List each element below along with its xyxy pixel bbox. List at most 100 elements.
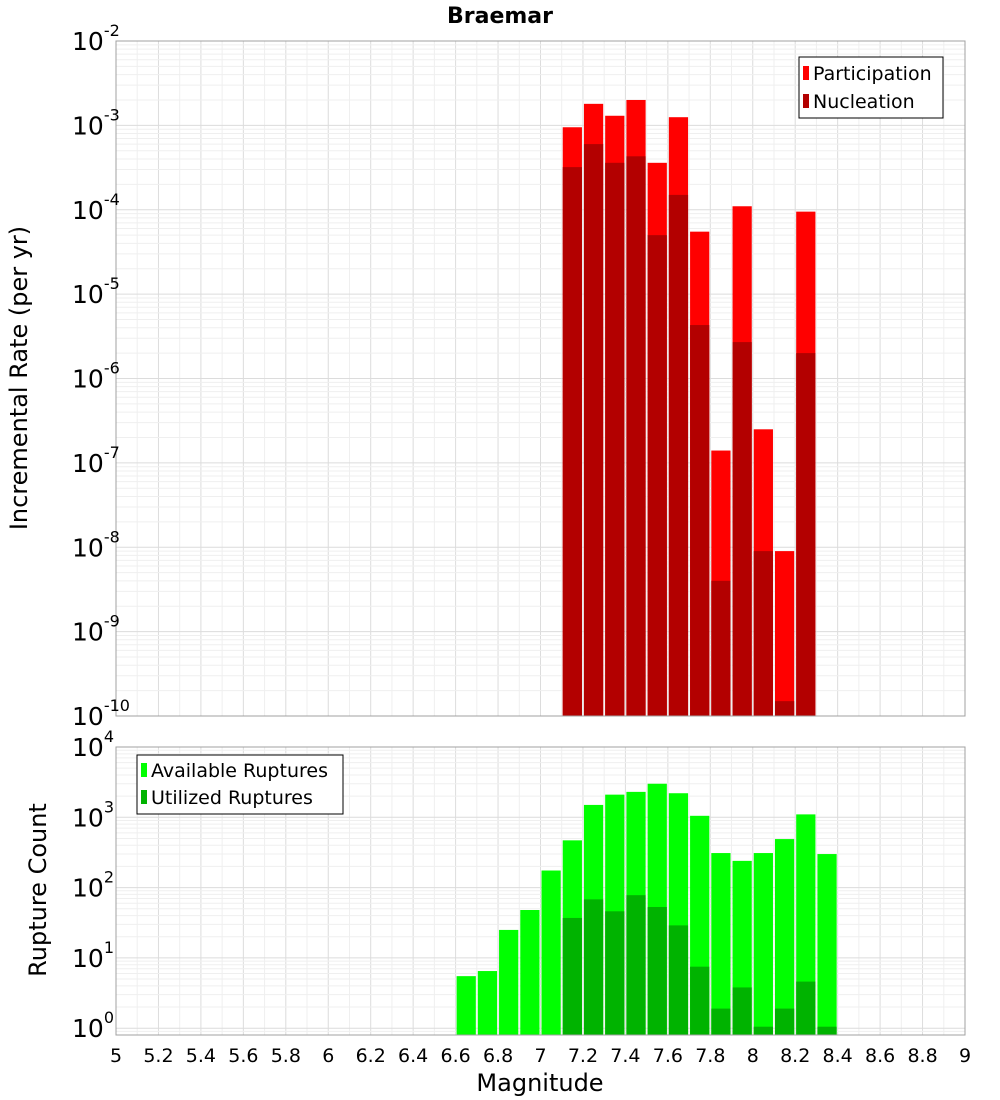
y-tick-base: 10 (72, 944, 104, 973)
x-tick-label: 9 (959, 1045, 971, 1067)
y-tick-label: 10-10 (72, 696, 130, 731)
bar-available-ruptures (796, 814, 816, 1035)
bar-available-ruptures (477, 971, 498, 1035)
y-tick-label: 101 (72, 938, 114, 973)
bar-utilized-ruptures (668, 925, 689, 1035)
y-tick-exponent: -10 (104, 696, 130, 715)
bar-available-ruptures (817, 854, 837, 1035)
x-tick-label: 8.4 (823, 1045, 853, 1067)
bottom-y-axis-label: Rupture Count (24, 803, 52, 977)
x-tick-label: 6.6 (440, 1045, 470, 1067)
x-tick-label: 5 (110, 1045, 122, 1067)
legend-label: Nucleation (813, 91, 915, 113)
bar-utilized-ruptures (605, 911, 625, 1035)
x-tick-label: 5.8 (271, 1045, 301, 1067)
bar-nucleation (647, 235, 667, 716)
bar-utilized-ruptures (690, 966, 710, 1035)
y-tick-exponent: 3 (104, 797, 114, 816)
bar-utilized-ruptures (562, 917, 582, 1035)
bar-nucleation (626, 156, 646, 717)
y-tick-label: 103 (72, 797, 114, 832)
bar-utilized-ruptures (774, 1008, 795, 1035)
bar-utilized-ruptures (583, 899, 604, 1035)
bar-nucleation (690, 325, 710, 716)
bar-nucleation (732, 342, 752, 716)
y-tick-exponent: 2 (104, 868, 114, 887)
y-tick-label: 102 (72, 868, 114, 903)
legend-swatch (141, 790, 147, 804)
y-tick-base: 10 (72, 702, 104, 731)
x-tick-label: 8 (747, 1045, 759, 1067)
x-tick-label: 6.2 (356, 1045, 386, 1067)
legend-label: Available Ruptures (151, 760, 328, 782)
bar-utilized-ruptures (732, 987, 752, 1035)
bar-nucleation (753, 551, 773, 716)
x-tick-label: 8.2 (780, 1045, 810, 1067)
legend-swatch (141, 763, 147, 777)
x-tick-label: 8.6 (865, 1045, 895, 1067)
legend: Available Ruptures Utilized Ruptures (136, 754, 344, 815)
bar-nucleation (774, 701, 795, 716)
legend-swatch (803, 94, 809, 108)
y-tick-base: 10 (72, 449, 104, 478)
legend-box (136, 754, 344, 815)
x-tick-label: 8.8 (907, 1045, 937, 1067)
bar-available-ruptures (541, 870, 561, 1035)
plot-border (115, 40, 966, 717)
bar-available-ruptures (753, 853, 773, 1035)
y-tick-exponent: 1 (104, 938, 114, 957)
y-tick-exponent: -9 (104, 612, 120, 631)
legend-label: Utilized Ruptures (151, 787, 313, 809)
y-tick-base: 10 (72, 533, 104, 562)
y-tick-exponent: -2 (104, 21, 120, 40)
y-tick-label: 10-3 (72, 105, 120, 140)
bar-nucleation (605, 162, 625, 716)
y-tick-base: 10 (72, 196, 104, 225)
y-tick-exponent: 4 (104, 727, 114, 746)
y-tick-exponent: -7 (104, 443, 120, 462)
bar-available-ruptures (711, 853, 731, 1035)
legend-label: Participation (813, 63, 932, 85)
y-tick-label: 100 (72, 1008, 114, 1043)
x-tick-label: 7.8 (695, 1045, 725, 1067)
bar-nucleation (562, 167, 582, 716)
bar-utilized-ruptures (711, 1008, 731, 1035)
y-tick-exponent: -5 (104, 274, 120, 293)
y-tick-exponent: -8 (104, 527, 120, 546)
y-tick-base: 10 (72, 874, 104, 903)
x-tick-label: 6.8 (483, 1045, 513, 1067)
x-tick-label: 6.4 (398, 1045, 428, 1067)
y-tick-label: 10-2 (72, 21, 120, 56)
y-tick-label: 10-5 (72, 274, 120, 309)
y-tick-base: 10 (72, 365, 104, 394)
x-tick-label: 7.2 (568, 1045, 598, 1067)
legend-swatch (803, 66, 809, 80)
bar-nucleation (668, 194, 689, 716)
bars (562, 99, 816, 717)
bar-available-ruptures (774, 839, 795, 1035)
y-tick-base: 10 (72, 1014, 104, 1043)
bar-available-ruptures (499, 929, 519, 1035)
x-tick-label: 7.4 (610, 1045, 640, 1067)
x-tick-label: 6 (322, 1045, 334, 1067)
y-tick-exponent: 0 (104, 1008, 114, 1027)
y-tick-label: 10-8 (72, 527, 120, 562)
legend: Participation Nucleation (798, 56, 944, 119)
x-axis-label: Magnitude (476, 1069, 603, 1097)
y-tick-base: 10 (72, 618, 104, 647)
grid (115, 40, 966, 717)
y-tick-base: 10 (72, 280, 104, 309)
bar-nucleation (796, 353, 816, 716)
chart-title: Braemar (447, 4, 553, 29)
y-tick-label: 10-4 (72, 190, 120, 225)
y-tick-label: 10-7 (72, 443, 120, 478)
bar-nucleation (711, 580, 731, 716)
y-tick-label: 10-9 (72, 612, 120, 647)
bar-participation (774, 551, 795, 716)
top-plot: 10-1010-910-810-710-610-510-410-310-2Par… (72, 21, 966, 731)
y-tick-base: 10 (72, 733, 104, 762)
x-tick-label: 7 (534, 1045, 546, 1067)
